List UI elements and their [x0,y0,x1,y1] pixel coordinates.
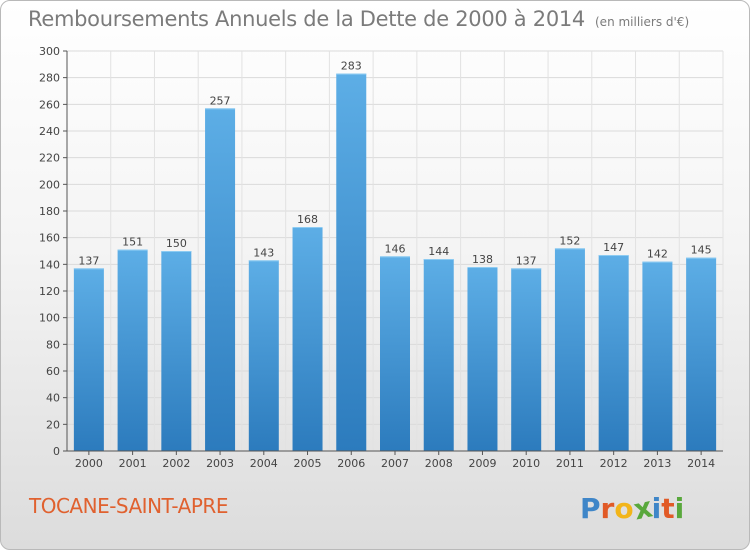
bar-2004 [248,260,279,451]
bar-2007 [380,256,410,451]
x-tick-label: 2001 [119,457,147,470]
x-tick-label: 2006 [337,457,365,470]
bar-2001 [117,249,148,451]
bar-2014 [686,257,717,451]
bar-value-label: 147 [603,241,624,254]
logo-letter: P [580,492,601,525]
bar-value-label: 150 [166,237,187,250]
y-tick-label: 140 [39,258,60,271]
bar-value-label: 138 [472,253,493,266]
bar-value-label: 146 [385,242,406,255]
proxiti-logo: Proxiti [580,490,685,526]
bar-2002 [161,251,192,451]
bar-value-label: 168 [297,213,318,226]
x-tick-label: 2010 [512,457,540,470]
y-tick-label: 220 [39,152,60,165]
y-tick-label: 260 [39,98,60,111]
logo-letter: i [651,492,662,525]
x-tick-label: 2014 [687,457,715,470]
y-tick-label: 60 [46,365,60,378]
x-tick-label: 2007 [381,457,409,470]
bar-value-label: 137 [78,254,99,267]
x-tick-label: 2012 [600,457,628,470]
x-tick-label: 2005 [294,457,322,470]
bar-value-label: 143 [253,246,274,259]
y-tick-label: 200 [39,178,60,191]
bar-value-label: 283 [341,60,362,73]
x-tick-label: 2011 [556,457,584,470]
y-tick-label: 240 [39,125,60,138]
y-tick-label: 180 [39,205,60,218]
y-tick-label: 160 [39,232,60,245]
unit-note: (en milliers d'€) [595,15,690,29]
logo-letter: r [600,492,615,525]
chart-title-text: Remboursements Annuels de la Dette de 20… [28,7,585,31]
commune-name: TOCANE-SAINT-APRE [29,494,228,518]
axes: 0 20 40 60 80 100 120 140 160 180 200 220 240 260 280 3… [39,45,723,470]
bar-value-label: 151 [122,236,143,249]
logo-letter: t [661,492,675,525]
bar-2006 [336,73,367,452]
chart-title: Remboursements Annuels de la Dette de 20… [28,7,689,31]
bar-2011 [554,248,585,451]
bar-2012 [598,255,629,451]
y-tick-label: 80 [46,338,60,351]
bar-value-label: 137 [516,254,537,267]
logo-letter: i [674,492,685,525]
y-tick-label: 40 [46,392,60,405]
x-tick-label: 2004 [250,457,278,470]
x-tick-label: 2008 [425,457,453,470]
y-tick-label: 100 [39,312,60,325]
y-tick-label: 120 [39,285,60,298]
bar-value-label: 152 [559,234,580,247]
x-tick-label: 2003 [206,457,234,470]
y-tick-label: 280 [39,72,60,85]
bar-2008 [423,259,454,451]
logo-letter: o [614,492,634,525]
bar-value-label: 145 [691,244,712,257]
y-tick-label: 0 [53,445,60,458]
bar-2013 [642,261,673,451]
x-tick-label: 2009 [468,457,496,470]
bar-value-label: 257 [210,94,231,107]
bar-2010 [511,268,542,451]
bar-2009 [467,267,498,451]
bar-value-label: 144 [428,245,449,258]
bars: 137 151 150 257 143 168 283 146 144 138 137 152 147 1… [73,60,717,452]
x-tick-label: 2013 [643,457,671,470]
y-tick-label: 300 [39,45,60,58]
y-tick-label: 20 [46,418,60,431]
x-tick-label: 2002 [162,457,190,470]
x-tick-label: 2000 [75,457,103,470]
bar-2005 [292,227,323,451]
bar-value-label: 142 [647,248,668,261]
bar-2000 [73,268,104,451]
bar-2003 [205,108,236,451]
